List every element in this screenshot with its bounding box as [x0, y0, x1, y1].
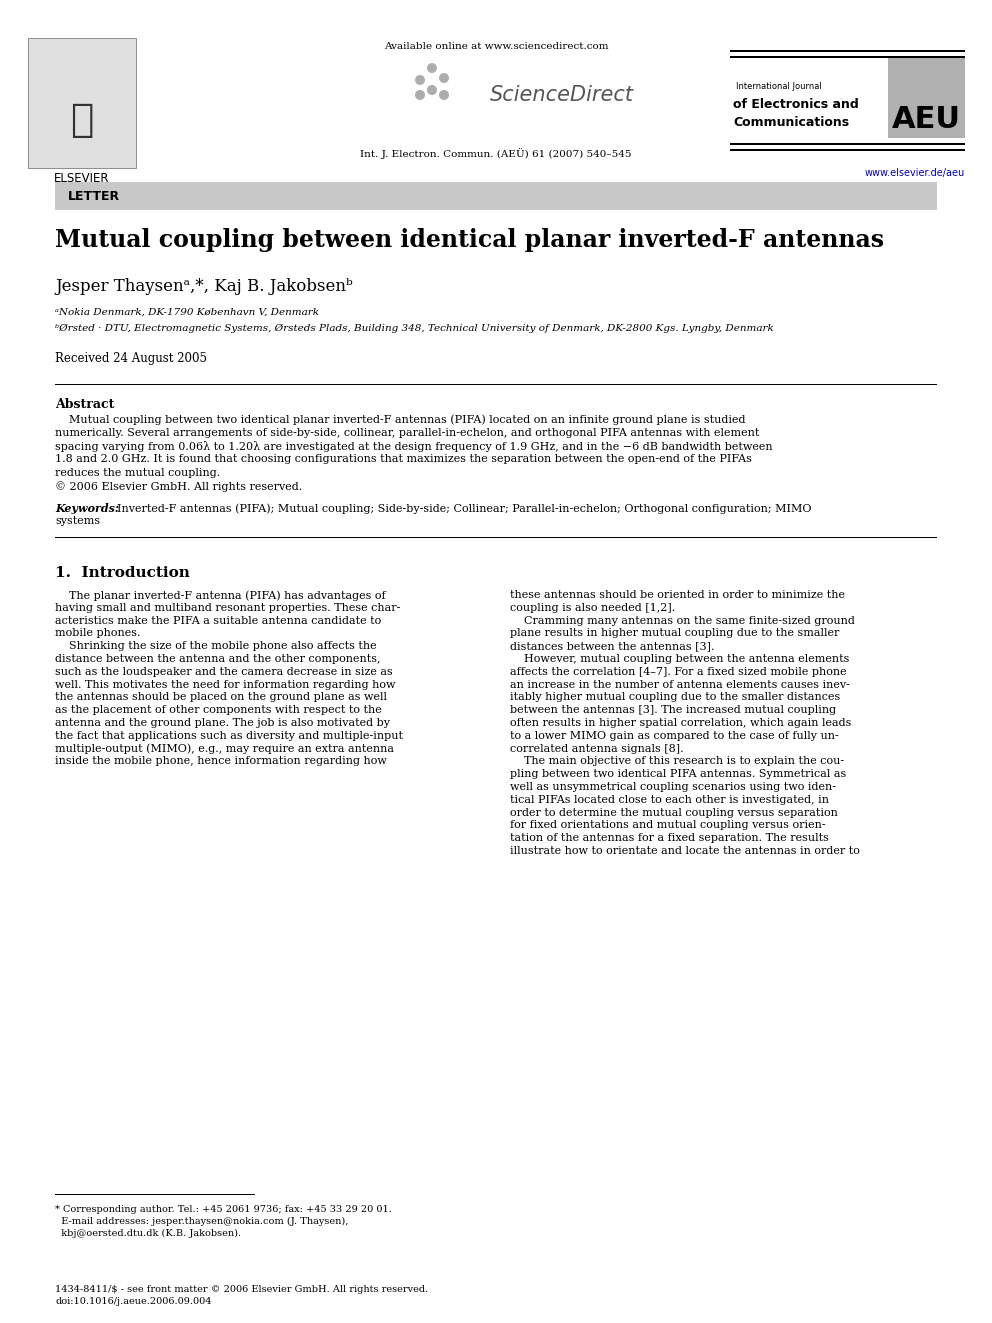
Text: such as the loudspeaker and the camera decrease in size as: such as the loudspeaker and the camera d… [55, 667, 393, 677]
Text: pling between two identical PIFA antennas. Symmetrical as: pling between two identical PIFA antenna… [510, 769, 846, 779]
Circle shape [439, 73, 449, 83]
Text: Mutual coupling between two identical planar inverted-F antennas (PIFA) located : Mutual coupling between two identical pl… [55, 414, 746, 425]
Bar [888, 58, 965, 138]
Text: ScienceDirect: ScienceDirect [490, 85, 634, 105]
Text: The planar inverted-F antenna (PIFA) has advantages of: The planar inverted-F antenna (PIFA) has… [55, 590, 386, 601]
Text: multiple-output (MIMO), e.g., may require an extra antenna: multiple-output (MIMO), e.g., may requir… [55, 744, 394, 754]
Text: 1434-8411/$ - see front matter © 2006 Elsevier GmbH. All rights reserved.: 1434-8411/$ - see front matter © 2006 El… [55, 1285, 429, 1294]
Text: Mutual coupling between identical planar inverted-F antennas: Mutual coupling between identical planar… [55, 228, 884, 251]
Text: Received 24 August 2005: Received 24 August 2005 [55, 352, 207, 365]
Text: ELSEVIER: ELSEVIER [55, 172, 110, 185]
Bar [730, 148, 965, 151]
Text: order to determine the mutual coupling versus separation: order to determine the mutual coupling v… [510, 807, 838, 818]
Text: ᵇØrsted · DTU, Electromagnetic Systems, Ørsteds Plads, Building 348, Technical U: ᵇØrsted · DTU, Electromagnetic Systems, … [55, 324, 774, 333]
Text: plane results in higher mutual coupling due to the smaller: plane results in higher mutual coupling … [510, 628, 839, 639]
Text: 1.8 and 2.0 GHz. It is found that choosing configurations that maximizes the sep: 1.8 and 2.0 GHz. It is found that choosi… [55, 455, 752, 464]
Text: However, mutual coupling between the antenna elements: However, mutual coupling between the ant… [510, 654, 849, 664]
Text: tation of the antennas for a fixed separation. The results: tation of the antennas for a fixed separ… [510, 833, 829, 843]
Text: spacing varying from 0.06λ to 1.20λ are investigated at the design frequency of : spacing varying from 0.06λ to 1.20λ are … [55, 441, 773, 452]
Text: Int. J. Electron. Commun. (AEÜ) 61 (2007) 540–545: Int. J. Electron. Commun. (AEÜ) 61 (2007… [360, 148, 632, 159]
Bar [28, 38, 136, 168]
Text: reduces the mutual coupling.: reduces the mutual coupling. [55, 468, 220, 478]
Text: these antennas should be oriented in order to minimize the: these antennas should be oriented in ord… [510, 590, 845, 601]
Text: Jesper Thaysenᵃ,*, Kaj B. Jakobsenᵇ: Jesper Thaysenᵃ,*, Kaj B. Jakobsenᵇ [55, 278, 353, 295]
Text: The main objective of this research is to explain the cou-: The main objective of this research is t… [510, 757, 844, 766]
Text: having small and multiband resonant properties. These char-: having small and multiband resonant prop… [55, 603, 401, 613]
Text: distance between the antenna and the other components,: distance between the antenna and the oth… [55, 654, 381, 664]
Text: Cramming many antennas on the same finite-sized ground: Cramming many antennas on the same finit… [510, 615, 855, 626]
Text: Shrinking the size of the mobile phone also affects the: Shrinking the size of the mobile phone a… [55, 642, 377, 651]
Text: for fixed orientations and mutual coupling versus orien-: for fixed orientations and mutual coupli… [510, 820, 825, 831]
Text: tical PIFAs located close to each other is investigated, in: tical PIFAs located close to each other … [510, 795, 829, 804]
Text: between the antennas [3]. The increased mutual coupling: between the antennas [3]. The increased … [510, 705, 836, 716]
Circle shape [439, 90, 449, 101]
Bar [730, 143, 965, 146]
Text: as the placement of other components with respect to the: as the placement of other components wit… [55, 705, 382, 716]
Text: Keywords:: Keywords: [55, 503, 119, 515]
Text: doi:10.1016/j.aeue.2006.09.004: doi:10.1016/j.aeue.2006.09.004 [55, 1297, 211, 1306]
Text: 🌳: 🌳 [70, 101, 93, 139]
Text: mobile phones.: mobile phones. [55, 628, 141, 639]
Text: LETTER: LETTER [68, 191, 120, 204]
Text: coupling is also needed [1,2].: coupling is also needed [1,2]. [510, 603, 676, 613]
Text: systems: systems [55, 516, 100, 527]
Circle shape [415, 90, 425, 101]
Text: AEU: AEU [892, 105, 960, 134]
Text: 1.  Introduction: 1. Introduction [55, 566, 189, 579]
Text: www.elsevier.de/aeu: www.elsevier.de/aeu [865, 168, 965, 179]
Circle shape [427, 64, 437, 73]
Text: itably higher mutual coupling due to the smaller distances: itably higher mutual coupling due to the… [510, 692, 840, 703]
Text: numerically. Several arrangements of side-by-side, collinear, parallel-in-echelo: numerically. Several arrangements of sid… [55, 427, 759, 438]
Text: antenna and the ground plane. The job is also motivated by: antenna and the ground plane. The job is… [55, 718, 390, 728]
Text: * Corresponding author. Tel.: +45 2061 9736; fax: +45 33 29 20 01.: * Corresponding author. Tel.: +45 2061 9… [55, 1205, 392, 1215]
Text: International Journal: International Journal [736, 82, 821, 91]
Text: Inverted-F antennas (PIFA); Mutual coupling; Side-by-side; Collinear; Parallel-i: Inverted-F antennas (PIFA); Mutual coupl… [117, 503, 811, 513]
Text: to a lower MIMO gain as compared to the case of fully un-: to a lower MIMO gain as compared to the … [510, 730, 839, 741]
Text: Abstract: Abstract [55, 398, 114, 411]
Bar [730, 56, 965, 58]
Circle shape [415, 75, 425, 85]
Circle shape [427, 85, 437, 95]
Text: ᵃNokia Denmark, DK-1790 København V, Denmark: ᵃNokia Denmark, DK-1790 København V, Den… [55, 308, 319, 318]
Text: the antennas should be placed on the ground plane as well: the antennas should be placed on the gro… [55, 692, 387, 703]
Text: distances between the antennas [3].: distances between the antennas [3]. [510, 642, 714, 651]
Text: E-mail addresses: jesper.thaysen@nokia.com (J. Thaysen),: E-mail addresses: jesper.thaysen@nokia.c… [55, 1217, 348, 1226]
Text: well as unsymmetrical coupling scenarios using two iden-: well as unsymmetrical coupling scenarios… [510, 782, 836, 792]
Text: affects the correlation [4–7]. For a fixed sized mobile phone: affects the correlation [4–7]. For a fix… [510, 667, 846, 677]
Text: Available online at www.sciencedirect.com: Available online at www.sciencedirect.co… [384, 42, 608, 52]
Text: inside the mobile phone, hence information regarding how: inside the mobile phone, hence informati… [55, 757, 387, 766]
Text: © 2006 Elsevier GmbH. All rights reserved.: © 2006 Elsevier GmbH. All rights reserve… [55, 482, 303, 492]
Text: the fact that applications such as diversity and multiple-input: the fact that applications such as diver… [55, 730, 403, 741]
Text: well. This motivates the need for information regarding how: well. This motivates the need for inform… [55, 680, 396, 689]
Bar [55, 183, 937, 210]
Text: kbj@oersted.dtu.dk (K.B. Jakobsen).: kbj@oersted.dtu.dk (K.B. Jakobsen). [55, 1229, 241, 1238]
Text: of Electronics and: of Electronics and [733, 98, 859, 111]
Text: often results in higher spatial correlation, which again leads: often results in higher spatial correlat… [510, 718, 851, 728]
Text: an increase in the number of antenna elements causes inev-: an increase in the number of antenna ele… [510, 680, 850, 689]
Text: illustrate how to orientate and locate the antennas in order to: illustrate how to orientate and locate t… [510, 845, 860, 856]
Text: acteristics make the PIFA a suitable antenna candidate to: acteristics make the PIFA a suitable ant… [55, 615, 381, 626]
Bar [730, 49, 965, 52]
Text: correlated antenna signals [8].: correlated antenna signals [8]. [510, 744, 683, 754]
Text: Communications: Communications [733, 116, 849, 130]
